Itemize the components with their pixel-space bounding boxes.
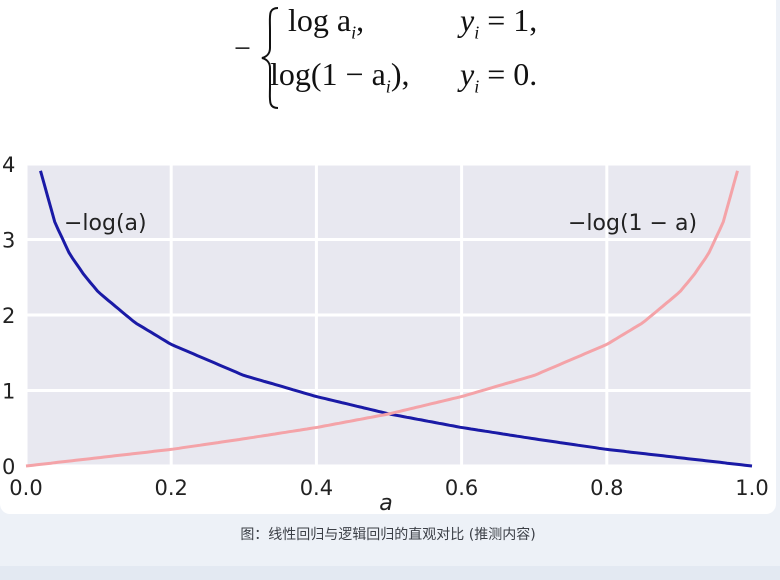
formula-cond1-val: = 1, — [479, 2, 538, 38]
figure-card: − log ai, yi = 1, log(1 − ai), yi = 0. 0… — [0, 0, 776, 514]
formula-row2-pre: log(1 − a — [270, 56, 386, 92]
formula-cond1-sub: i — [474, 22, 480, 43]
x-axis-label: a — [379, 491, 392, 514]
y-tick-label: 0 — [2, 455, 15, 479]
formula-row1-expr: log a — [288, 2, 352, 38]
x-tick-label: 0.4 — [300, 476, 333, 500]
formula-brace — [261, 7, 279, 109]
log-loss-chart: 0.0 0.2 0.4 0.6 0.8 1.0 0 1 2 3 4 a −log(a) −log(1 − … — [2, 153, 769, 514]
formula-row-2: log(1 − ai), — [270, 56, 409, 97]
formula-row2-sub: i — [385, 76, 391, 97]
annotation-neg-log-one-minus-a: −log(1 − a) — [568, 211, 697, 236]
y-tick-label: 1 — [2, 380, 15, 404]
formula-cond2-var: y — [460, 56, 475, 92]
formula-row-1: log ai, — [288, 2, 364, 43]
formula-row1-sub: i — [351, 22, 357, 43]
formula-cond-1: yi = 1, — [460, 2, 537, 43]
formula-cond-2: yi = 0. — [460, 56, 537, 97]
y-tick-label: 3 — [2, 229, 15, 253]
formula-cond1-var: y — [460, 2, 475, 38]
formula-cond2-sub: i — [474, 76, 480, 97]
x-tick-label: 0.8 — [590, 476, 623, 500]
x-tick-label: 1.0 — [735, 476, 768, 500]
formula-minus: − — [234, 32, 251, 65]
formula-cond2-val: = 0. — [479, 56, 538, 92]
y-tick-label: 2 — [2, 304, 15, 328]
series-line-1 — [25, 170, 739, 468]
formula-row1-tail: , — [356, 2, 365, 38]
figure-caption: 图：线性回归与逻辑回归的直观对比 (推测内容) — [240, 527, 536, 543]
loss-formula: − log ai, yi = 1, log(1 − ai), yi = 0. — [230, 0, 570, 118]
formula-row2-tail: ), — [390, 56, 410, 92]
y-tick-label: 4 — [2, 153, 15, 177]
annotation-neg-log-a: −log(a) — [64, 211, 147, 236]
series-line-0 — [39, 170, 753, 468]
bottom-strip — [0, 566, 780, 580]
x-tick-label: 0.0 — [9, 476, 42, 500]
x-tick-label: 0.2 — [154, 476, 187, 500]
x-tick-label: 0.6 — [445, 476, 478, 500]
